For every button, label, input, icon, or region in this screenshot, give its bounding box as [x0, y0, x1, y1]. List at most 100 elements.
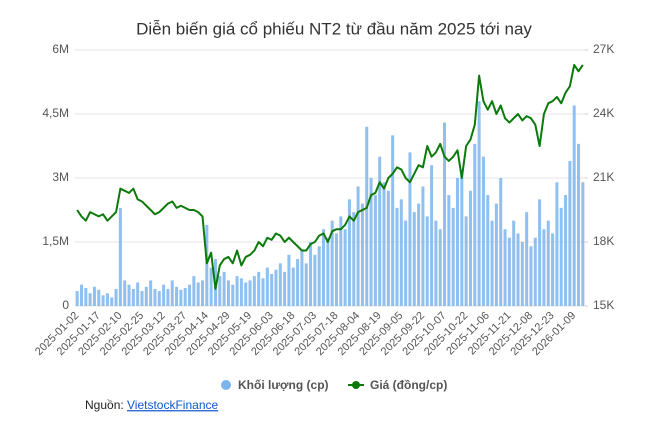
source-label: Nguồn:	[85, 398, 124, 412]
volume-bar	[577, 143, 581, 306]
volume-bar	[274, 269, 278, 306]
volume-bar	[382, 182, 386, 306]
legend-label[interactable]: Giá (đồng/cp)	[370, 378, 447, 392]
volume-bar	[525, 212, 529, 306]
volume-bar	[127, 284, 131, 306]
volume-bar	[555, 182, 559, 306]
volume-bar	[399, 199, 403, 306]
volume-bar	[352, 212, 356, 306]
volume-bar	[559, 207, 563, 306]
volume-bar	[179, 289, 183, 306]
volume-bar	[196, 282, 200, 306]
volume-bar	[438, 229, 442, 306]
volume-bar	[209, 267, 213, 306]
y-tick-label: 4,5M	[42, 106, 69, 120]
volume-bar	[507, 237, 511, 306]
legend-marker	[352, 381, 360, 389]
volume-bar	[88, 293, 92, 306]
volume-bar	[481, 156, 485, 306]
volume-bar	[564, 195, 568, 306]
volume-bar	[391, 135, 395, 306]
volume-bar	[378, 156, 382, 306]
chart-title: Diễn biến giá cổ phiếu NT2 từ đầu năm 20…	[136, 19, 532, 38]
source: Nguồn: VietstockFinance	[85, 398, 218, 412]
volume-bar	[516, 233, 520, 306]
volume-bar	[300, 250, 304, 306]
volume-bar	[581, 182, 585, 306]
volume-bar	[304, 263, 308, 306]
volume-bar	[144, 286, 148, 306]
volume-bar	[235, 276, 239, 306]
volume-bar	[131, 288, 135, 306]
volume-bar	[395, 207, 399, 306]
volume-bar	[118, 207, 122, 306]
volume-bar	[386, 190, 390, 306]
volume-bar	[75, 291, 79, 306]
volume-bar	[296, 259, 300, 306]
volume-bar	[443, 122, 447, 307]
volume-bar	[166, 288, 170, 306]
volume-bar	[114, 288, 118, 306]
volume-bar	[347, 199, 351, 306]
volume-bar	[205, 224, 209, 306]
y2-tick-label: 15K	[593, 298, 614, 312]
volume-bar	[533, 237, 537, 306]
legend-label[interactable]: Khối lượng (cp)	[238, 378, 329, 392]
volume-bar	[188, 284, 192, 306]
y-tick-label: 6M	[52, 42, 69, 56]
volume-bar	[79, 284, 83, 306]
volume-bar	[490, 220, 494, 306]
volume-bar	[494, 203, 498, 306]
volume-bar	[512, 220, 516, 306]
volume-bar	[110, 297, 114, 306]
volume-bar	[503, 229, 507, 306]
volume-bar	[365, 126, 369, 306]
y-tick-label: 3M	[52, 170, 69, 184]
source-link[interactable]: VietstockFinance	[127, 398, 218, 412]
volume-bar	[486, 195, 490, 306]
volume-bar	[356, 186, 360, 306]
y2-tick-label: 21K	[593, 170, 614, 184]
volume-bar	[200, 280, 205, 306]
volume-bar	[226, 280, 230, 306]
volume-bar	[244, 282, 248, 306]
volume-bar	[455, 178, 460, 306]
volume-bar	[425, 216, 429, 306]
volume-bar	[149, 280, 153, 306]
y-tick-label: 0	[62, 298, 69, 312]
volume-bar	[339, 216, 343, 306]
volume-bar	[369, 178, 373, 306]
volume-bar	[278, 263, 282, 306]
source-link-text[interactable]: VietstockFinance	[127, 398, 218, 412]
volume-bar	[334, 233, 338, 306]
volume-bar	[270, 274, 274, 306]
volume-bar	[499, 178, 503, 306]
volume-bar	[542, 229, 546, 306]
volume-bar	[239, 278, 243, 306]
volume-bar	[175, 286, 179, 306]
volume-bar	[326, 237, 330, 306]
volume-bar	[283, 271, 287, 306]
volume-bar	[430, 165, 434, 306]
volume-bar	[287, 254, 291, 306]
volume-bar	[551, 233, 555, 306]
volume-bar	[265, 267, 269, 306]
price-line	[76, 63, 584, 290]
volume-bar	[261, 278, 265, 306]
volume-bar	[460, 169, 464, 306]
volume-bar	[468, 190, 472, 306]
volume-bar	[322, 229, 326, 306]
volume-bar	[529, 246, 533, 306]
volume-bar	[421, 186, 425, 306]
volume-bar	[136, 282, 140, 306]
y2-tick-label: 27K	[593, 42, 614, 56]
y2-tick-label: 18K	[593, 234, 614, 248]
volume-bar	[343, 229, 347, 306]
volume-bar	[451, 207, 455, 306]
volume-bar	[123, 280, 127, 306]
volume-bar	[546, 220, 550, 306]
volume-bar	[84, 288, 88, 306]
volume-bar	[330, 220, 334, 306]
volume-bar	[417, 203, 421, 306]
